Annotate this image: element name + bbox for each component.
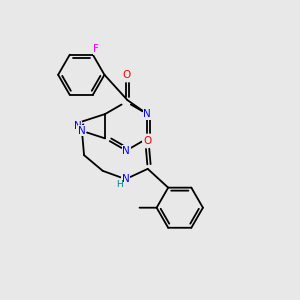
- Text: N: N: [122, 174, 130, 184]
- Text: N: N: [143, 109, 151, 119]
- Text: N: N: [78, 126, 86, 136]
- Text: N: N: [74, 121, 81, 131]
- Text: H: H: [116, 180, 122, 189]
- Text: O: O: [122, 70, 130, 80]
- Text: F: F: [93, 44, 99, 54]
- Text: O: O: [143, 136, 151, 146]
- Text: N: N: [122, 146, 130, 156]
